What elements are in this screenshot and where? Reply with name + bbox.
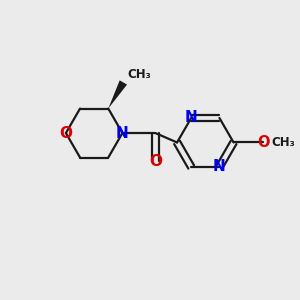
Text: O: O [149, 154, 162, 169]
Text: O: O [257, 135, 269, 150]
Text: N: N [213, 159, 226, 174]
Text: N: N [116, 125, 129, 140]
Text: CH₃: CH₃ [272, 136, 296, 149]
Text: N: N [185, 110, 198, 125]
Polygon shape [108, 80, 127, 109]
Text: O: O [59, 125, 72, 140]
Text: CH₃: CH₃ [127, 68, 151, 81]
